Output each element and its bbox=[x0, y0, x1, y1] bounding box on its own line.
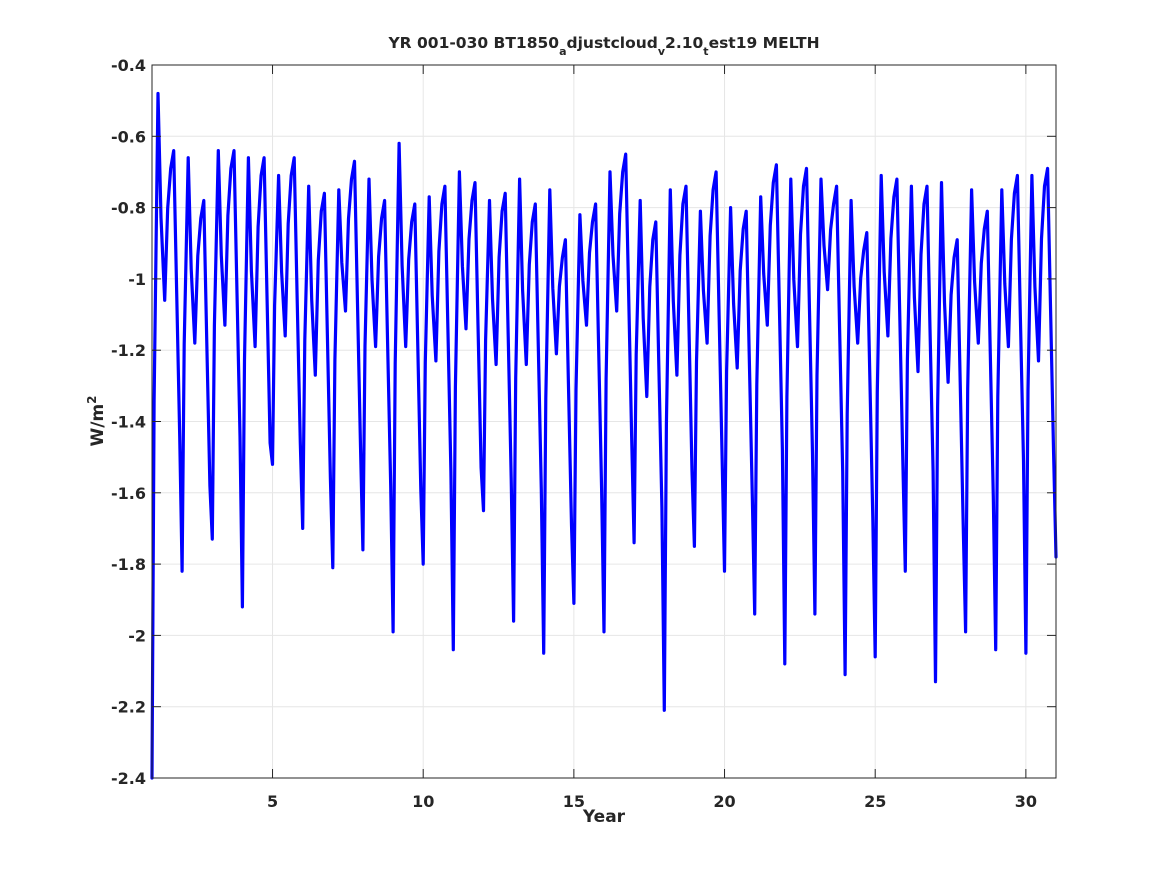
y-tick-label: -1 bbox=[128, 270, 146, 289]
title-subscript-v: v bbox=[658, 45, 666, 58]
x-tick-labels: 5 10 15 20 25 30 bbox=[267, 792, 1037, 811]
title-subscript-t: t bbox=[703, 45, 708, 58]
y-tick-label: -1.6 bbox=[111, 484, 146, 503]
y-label-main: W/m bbox=[88, 404, 108, 447]
title-part-0: YR 001-030 BT1850 bbox=[387, 34, 559, 52]
x-tick-label: 5 bbox=[267, 792, 278, 811]
y-tick-labels: -2.4 -2.2 -2 -1.8 -1.6 -1.4 -1.2 -1 -0.8 -0.6 -0.4 bbox=[111, 56, 146, 788]
ticks bbox=[152, 64, 1056, 779]
y-tick-label: -2.2 bbox=[111, 698, 146, 717]
title-part-4: 2.10 bbox=[665, 34, 703, 52]
title-part-6: est19 MELTH bbox=[709, 34, 820, 52]
y-tick-label: -1.8 bbox=[111, 555, 146, 574]
y-tick-label: -2 bbox=[128, 626, 146, 645]
chart-title: YR 001-030 BT1850adjustcloudv2.10test19 … bbox=[387, 34, 819, 58]
y-tick-label: -0.8 bbox=[111, 199, 146, 218]
y-tick-label: -0.4 bbox=[111, 56, 146, 75]
y-tick-label: -2.4 bbox=[111, 769, 146, 788]
series-layer bbox=[150, 91, 1058, 780]
x-tick-label: 30 bbox=[1015, 792, 1037, 811]
x-axis-label: Year bbox=[582, 807, 626, 827]
y-tick-label: -1.2 bbox=[111, 341, 146, 360]
x-tick-label: 20 bbox=[713, 792, 735, 811]
y-tick-label: -1.4 bbox=[111, 413, 146, 432]
x-tick-label: 10 bbox=[412, 792, 434, 811]
title-part-2: djustcloud bbox=[567, 34, 658, 52]
x-tick-label: 15 bbox=[563, 792, 585, 811]
y-label-superscript: 2 bbox=[85, 395, 99, 403]
y-tick-label: -0.6 bbox=[111, 127, 146, 146]
x-tick-label: 25 bbox=[864, 792, 886, 811]
title-subscript-a: a bbox=[559, 45, 566, 58]
y-axis-label: W/m2 bbox=[85, 395, 108, 446]
melth-series-line bbox=[150, 91, 1058, 780]
